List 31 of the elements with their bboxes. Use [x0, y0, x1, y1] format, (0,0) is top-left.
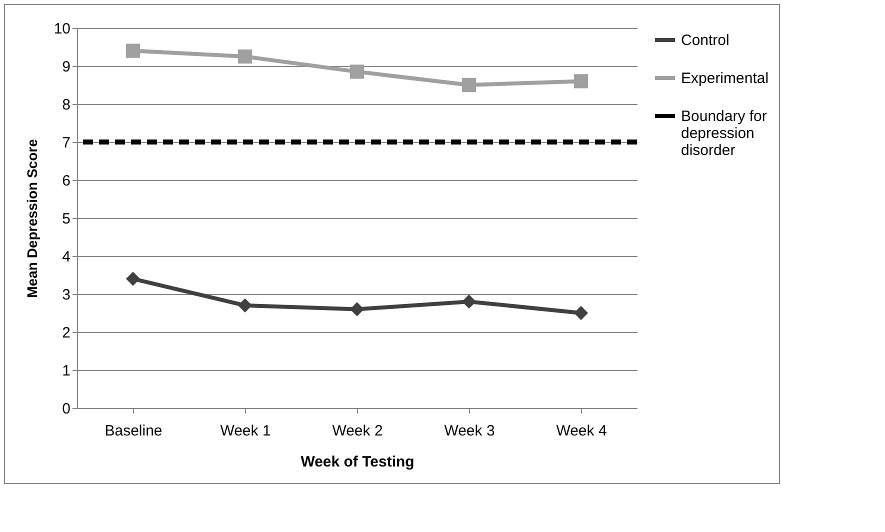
x-axis-title: Week of Testing [300, 454, 414, 470]
y-tick-label: 5 [62, 210, 70, 228]
y-tick-label: 0 [62, 400, 70, 418]
y-tick-label: 6 [62, 172, 70, 190]
point [350, 302, 364, 316]
x-tick-label: Week 2 [332, 422, 383, 440]
point [574, 306, 588, 320]
point [462, 78, 476, 92]
y-tick-label: 9 [62, 58, 70, 76]
x-tick-label: Week 1 [220, 422, 271, 440]
y-tick-label: 7 [62, 134, 70, 152]
point [238, 49, 252, 64]
x-tick-label: Week 4 [556, 422, 607, 440]
legend-label: Experimental [681, 70, 769, 87]
point [462, 294, 476, 309]
y-tick-label: 3 [62, 286, 70, 304]
x-tick-label: Week 3 [444, 422, 495, 440]
x-tick-label: Baseline [104, 422, 162, 440]
point [126, 44, 140, 58]
y-tick-label: 8 [62, 96, 70, 114]
y-tick-label: 2 [62, 324, 70, 342]
point [574, 74, 588, 88]
y-tick-label: 1 [62, 362, 70, 380]
y-tick-label: 10 [54, 20, 70, 38]
y-axis-title: Mean Depression Score [24, 138, 40, 298]
y-tick-label: 4 [62, 248, 70, 266]
legend-label: Control [681, 32, 730, 49]
point [350, 64, 364, 79]
point [126, 272, 140, 286]
point [238, 298, 252, 312]
ref-line-label: Boundary for depression disorder [681, 108, 767, 159]
